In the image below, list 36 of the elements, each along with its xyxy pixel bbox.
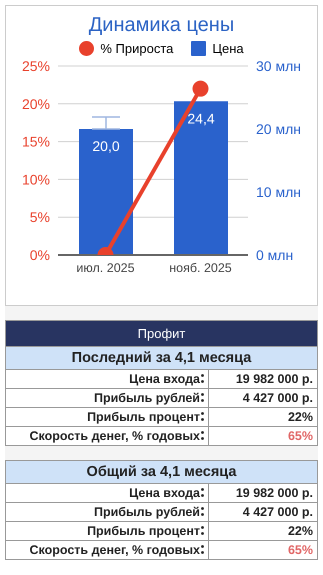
text: 4 427 000 р. — [242, 505, 313, 519]
text: Общий за 4,1 месяца — [6, 460, 318, 484]
x-tick-label: июл. 2025 — [76, 260, 135, 275]
text: 22% — [288, 524, 313, 538]
category-label: Прибыль процент — [6, 408, 208, 426]
category-label: Прибыль рублей — [6, 388, 208, 408]
y-tick-label: 0% — [30, 246, 50, 263]
y2-tick-label: 30 млн — [256, 58, 301, 74]
x-tick-label: нояб. 2025 — [169, 260, 232, 275]
category-label: Скорость денег, % годовых — [6, 426, 208, 446]
text: 4 427 000 р. — [242, 391, 313, 405]
text: 65% — [288, 543, 313, 557]
category-label: Прибыль рублей — [6, 502, 208, 522]
category-label: Прибыль процент — [6, 522, 208, 540]
y2-tick-label: 20 млн — [256, 120, 301, 137]
text: 65% — [288, 429, 313, 443]
data-label: 20,0 — [92, 138, 120, 154]
category-label: Цена входа — [6, 484, 208, 502]
y2-tick-label: 0 млн — [256, 246, 294, 263]
category-label: Скорость денег, % годовых — [6, 540, 208, 560]
y-tick-label: 10% — [22, 171, 50, 188]
chart-title: Динамика цены — [88, 14, 236, 37]
y2-tick-label: 10 млн — [256, 184, 301, 200]
y-tick-label: 5% — [30, 209, 50, 226]
data-label: 24,4 — [187, 110, 215, 126]
text: 19 982 000 р. — [236, 372, 313, 386]
legend-label: Цена — [211, 41, 244, 56]
text: Последний за 4,1 месяца — [6, 346, 318, 370]
y-tick-label: 25% — [22, 58, 50, 74]
text: 22% — [288, 410, 313, 424]
text: Профит — [6, 320, 318, 346]
y-tick-label: 15% — [22, 134, 50, 150]
y-tick-label: 20% — [22, 96, 50, 112]
legend-label: % Прироста — [99, 41, 174, 56]
text: 19 982 000 р. — [236, 486, 313, 500]
category-label: Цена входа — [6, 370, 208, 388]
